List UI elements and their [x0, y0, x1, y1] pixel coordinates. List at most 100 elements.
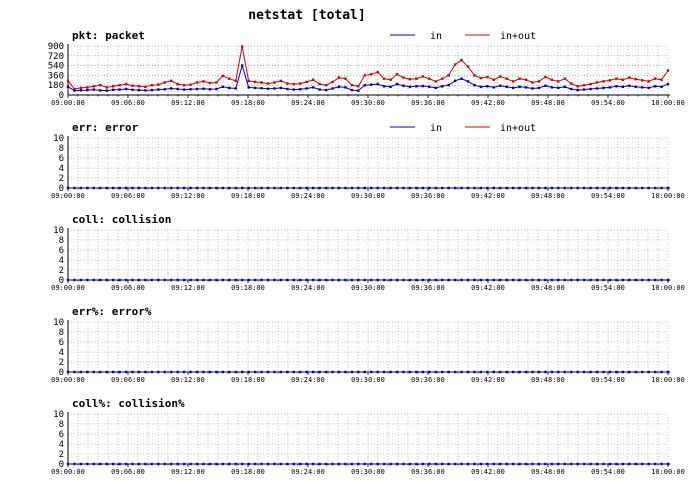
errpct-series-point [92, 370, 96, 374]
coll-series-point [234, 278, 237, 282]
pkt-inplusout-point [337, 76, 341, 79]
err-in-point [524, 186, 528, 190]
pkt-in-point [615, 85, 618, 88]
collpct-series-point [447, 462, 450, 466]
coll-series-point [647, 278, 650, 282]
coll-series-point [544, 278, 547, 282]
collpct-x-tick-label: 09:42:00 [471, 468, 505, 476]
pkt-inplusout-point [370, 73, 373, 76]
err-x-tick-label: 09:36:00 [411, 192, 445, 200]
pkt-inplusout-point [240, 45, 244, 48]
coll-series-point [273, 278, 276, 282]
errpct-series-point [279, 370, 283, 374]
collpct-series-point [389, 462, 392, 466]
errpct-series-point [466, 370, 470, 374]
pkt-in-point [176, 87, 179, 91]
collpct-series-point [537, 462, 541, 466]
errpct-series-point [518, 370, 521, 374]
coll-series-point [660, 278, 663, 282]
collpct-series-point [505, 462, 508, 466]
pkt-inplusout-point [570, 82, 573, 85]
pkt-inplusout-point [653, 77, 657, 80]
pkt-inplusout-point [376, 70, 379, 74]
errpct-x-tick-label: 09:42:00 [471, 376, 505, 384]
collpct-series-point [550, 462, 554, 466]
err-in-point [163, 186, 166, 190]
pkt-in-point [595, 87, 599, 90]
coll-x-tick-label: 09:12:00 [171, 284, 205, 292]
pkt-in-point [260, 86, 263, 90]
pkt-inplusout-point [350, 84, 354, 87]
pkt-in-point [376, 82, 379, 86]
collpct-series-point [260, 462, 263, 466]
coll-series-point [124, 278, 128, 282]
pkt-inplusout-point [221, 74, 225, 78]
pkt-inplusout-point [634, 78, 637, 81]
err-x-tick-label: 09:06:00 [111, 192, 145, 200]
pkt-y-tick-label: 540 [48, 62, 64, 72]
pkt-inplusout-point [189, 83, 192, 86]
errpct-series-point [111, 370, 115, 374]
pkt-in-point [602, 86, 605, 90]
errpct-series-point [150, 370, 154, 374]
coll-series-point [260, 278, 263, 282]
collpct-series-point [124, 462, 128, 466]
collpct-series-point [86, 462, 89, 466]
errpct-y-tick-label: 6 [59, 338, 64, 348]
collpct-x-tick-label: 09:06:00 [111, 468, 145, 476]
errpct-series-point [576, 370, 579, 374]
errpct-series-point [73, 370, 76, 374]
err-x-tick-label: 09:00:00 [51, 192, 85, 200]
collpct-series-point [228, 462, 231, 466]
collpct-series-point [253, 462, 257, 466]
pkt-x-tick-label: 09:54:00 [591, 99, 625, 107]
errpct-x-tick-label: 09:36:00 [411, 376, 445, 384]
pkt-inplusout-point [563, 77, 566, 80]
pkt-inplusout-point [318, 82, 321, 86]
collpct-series-point [137, 462, 141, 466]
coll-series-point [415, 278, 418, 282]
errpct-series-point [182, 370, 186, 374]
coll-series-point [595, 278, 599, 282]
err-in-point [621, 186, 625, 190]
pkt-inplusout-point [208, 81, 212, 85]
pkt-in-point [247, 86, 250, 89]
coll-series-point [460, 278, 463, 282]
pkt-inplusout-point [628, 76, 631, 79]
pkt-in-point [608, 86, 612, 89]
coll-series-point [653, 278, 657, 282]
err-in-point [66, 186, 70, 190]
collpct-series-point [279, 462, 283, 466]
err-in-point [589, 186, 592, 190]
errpct-series-point [299, 370, 302, 374]
pkt-inplusout-point [660, 78, 663, 81]
err-x-tick-label: 09:48:00 [531, 192, 565, 200]
errpct-x-tick-label: 10:00:00 [651, 376, 685, 384]
err-in-point [279, 186, 283, 190]
coll-series-point [389, 278, 392, 282]
pkt-inplusout-point [602, 80, 605, 83]
pkt-in-point [357, 89, 360, 92]
errpct-series-point [505, 370, 508, 374]
coll-series-point [292, 278, 296, 282]
pkt-x-tick-label: 09:30:00 [351, 99, 385, 107]
err-in-point [505, 186, 508, 190]
err-in-point [260, 186, 263, 190]
coll-series-point [486, 278, 489, 282]
coll-series-point [170, 278, 173, 282]
pkt-y-tick-label: 900 [48, 42, 64, 52]
err-in-point [428, 186, 431, 190]
err-in-point [531, 186, 534, 190]
coll-series-point [376, 278, 379, 282]
collpct-series-point [486, 462, 489, 466]
errpct-series-point [253, 370, 257, 374]
err-in-point [195, 186, 199, 190]
pkt-inplusout-point [460, 58, 463, 62]
collpct-series-point [576, 462, 579, 466]
errpct-series-point [234, 370, 237, 374]
coll-series-point [628, 278, 631, 282]
pkt-inplusout-point [253, 80, 257, 84]
pkt-in-point [647, 86, 650, 90]
coll-series-point [350, 278, 354, 282]
collpct-series-point [544, 462, 547, 466]
